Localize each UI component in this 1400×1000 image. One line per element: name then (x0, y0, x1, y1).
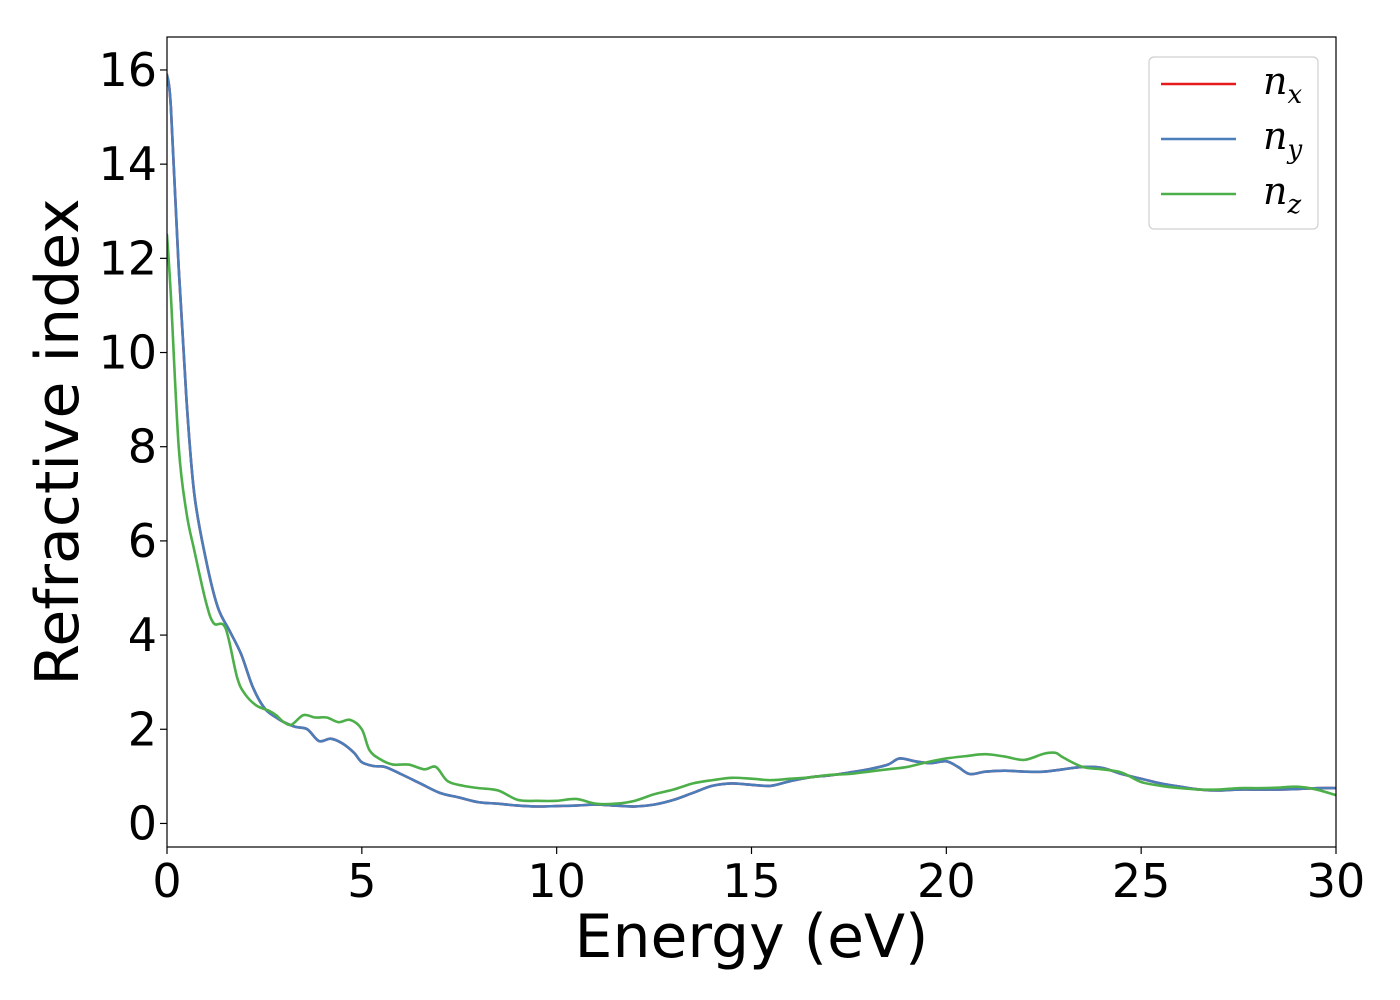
x-tick-label: 30 (1307, 854, 1366, 908)
legend-label-z: nz (1263, 169, 1301, 220)
y-axis-title: Refractive index (23, 198, 93, 685)
y-tick-label: 14 (98, 137, 157, 191)
legend-label-x: nx (1263, 59, 1302, 110)
x-tick-label: 0 (152, 854, 181, 908)
y-tick-label: 2 (128, 702, 157, 756)
y-tick-label: 0 (128, 796, 157, 850)
y-axis: 0 2 4 6 8 10 12 14 16 (98, 43, 167, 850)
x-axis: 0 5 10 15 20 25 30 (152, 847, 1365, 908)
y-tick-label: 16 (98, 43, 157, 97)
y-tick-label: 4 (128, 608, 157, 662)
x-axis-title: Energy (eV) (575, 902, 929, 972)
series-line-y (167, 73, 1336, 808)
legend-label-y: ny (1263, 114, 1302, 165)
x-tick-label: 20 (917, 854, 976, 908)
x-tick-label: 25 (1112, 854, 1171, 908)
legend-box (1148, 56, 1319, 230)
x-tick-label: 5 (347, 854, 376, 908)
series-lines (167, 73, 1336, 808)
y-tick-label: 8 (128, 420, 157, 474)
x-tick-label: 10 (527, 854, 586, 908)
y-tick-label: 10 (98, 326, 157, 380)
y-tick-label: 12 (98, 231, 157, 285)
x-tick-label: 15 (722, 854, 781, 908)
y-tick-label: 6 (128, 514, 157, 568)
series-line-z (167, 233, 1336, 806)
